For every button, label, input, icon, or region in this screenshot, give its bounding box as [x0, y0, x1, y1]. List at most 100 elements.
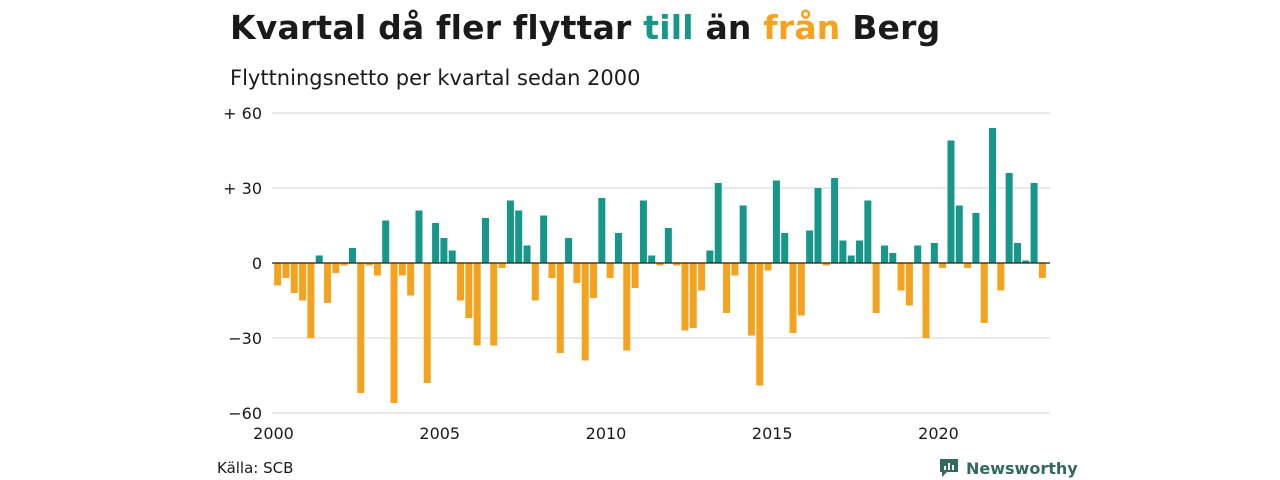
bar — [955, 205, 963, 263]
bar — [639, 200, 647, 263]
bar — [357, 263, 365, 393]
bar — [839, 240, 847, 263]
bar — [739, 205, 747, 263]
bar — [432, 223, 440, 263]
bar — [864, 200, 872, 263]
bar — [814, 188, 822, 263]
y-tick-label: −30 — [228, 329, 262, 348]
bar — [789, 263, 797, 333]
x-tick-label: 2005 — [419, 424, 460, 443]
bar — [681, 263, 689, 331]
bar-chart: + 60 + 30 0 −30 −60 2000 2005 2010 2015 2020 — [223, 104, 1050, 443]
bar — [664, 228, 672, 263]
bar — [523, 245, 531, 263]
brand-name: Newsworthy — [966, 458, 1078, 478]
y-tick-label: + 60 — [223, 104, 262, 123]
bar — [673, 263, 681, 266]
newsworthy-logo-icon — [940, 459, 958, 477]
bar — [348, 248, 356, 263]
bar — [598, 198, 606, 263]
y-axis: + 60 + 30 0 −30 −60 — [223, 104, 262, 423]
bar — [606, 263, 614, 278]
source-label: Källa: SCB — [217, 459, 294, 477]
bar — [723, 263, 731, 313]
bar — [515, 210, 523, 263]
bar — [440, 238, 448, 263]
bar — [1022, 260, 1030, 263]
bar — [964, 263, 972, 268]
bar — [373, 263, 381, 276]
bar — [573, 263, 581, 283]
bar — [914, 245, 922, 263]
bar — [465, 263, 473, 318]
bar — [307, 263, 315, 338]
bar — [980, 263, 988, 323]
bar — [548, 263, 556, 278]
bar — [989, 128, 997, 263]
bar — [747, 263, 755, 336]
brand: Newsworthy — [938, 457, 1078, 479]
bar — [299, 263, 307, 301]
bar — [490, 263, 498, 346]
bar — [731, 263, 739, 276]
bar — [822, 263, 830, 266]
bar — [365, 263, 373, 266]
bar — [382, 220, 390, 263]
bar — [714, 183, 722, 263]
x-tick-label: 2015 — [752, 424, 793, 443]
bar — [930, 243, 938, 263]
x-axis: 2000 2005 2010 2015 2020 — [253, 424, 959, 443]
bar — [772, 180, 780, 263]
bar — [565, 238, 573, 263]
bar — [756, 263, 764, 386]
bar — [614, 233, 622, 263]
bar — [590, 263, 598, 298]
bar — [282, 263, 290, 278]
bar — [922, 263, 930, 338]
bar — [324, 263, 332, 303]
bar — [531, 263, 539, 301]
bar — [880, 245, 888, 263]
bar — [623, 263, 631, 351]
bar — [797, 263, 805, 316]
bar — [1013, 243, 1021, 263]
bar — [473, 263, 481, 346]
bar — [939, 263, 947, 268]
chart-subtitle: Flyttningsnetto per kvartal sedan 2000 — [230, 66, 641, 90]
y-tick-label: −60 — [228, 404, 262, 423]
bar — [1005, 173, 1013, 263]
bar — [698, 263, 706, 291]
bar — [781, 233, 789, 263]
bar — [764, 263, 772, 271]
bar — [315, 255, 323, 263]
bar — [448, 250, 456, 263]
bar — [274, 263, 282, 286]
bar — [498, 263, 506, 268]
bar — [340, 263, 348, 266]
title-word-till: till — [643, 8, 694, 47]
y-tick-label: 0 — [252, 254, 262, 273]
y-tick-label: + 30 — [223, 179, 262, 198]
bar — [656, 263, 664, 266]
bar — [556, 263, 564, 353]
bar — [423, 263, 431, 383]
bar — [872, 263, 880, 313]
bar — [648, 255, 656, 263]
bar — [390, 263, 398, 403]
bar — [481, 218, 489, 263]
bar — [897, 263, 905, 291]
title-part: Kvartal då fler flyttar — [230, 8, 644, 47]
bar — [290, 263, 298, 293]
grid — [272, 112, 1050, 414]
bar — [947, 140, 955, 263]
chart-title: Kvartal då fler flyttar till än från Ber… — [230, 8, 940, 47]
bar — [997, 263, 1005, 291]
title-word-fran: från — [763, 8, 841, 47]
bar — [706, 250, 714, 263]
title-part: Berg — [840, 8, 941, 47]
bar — [1038, 263, 1046, 278]
title-part: än — [693, 8, 764, 47]
bar — [889, 253, 897, 263]
bars — [274, 128, 1046, 403]
bar — [806, 230, 814, 263]
